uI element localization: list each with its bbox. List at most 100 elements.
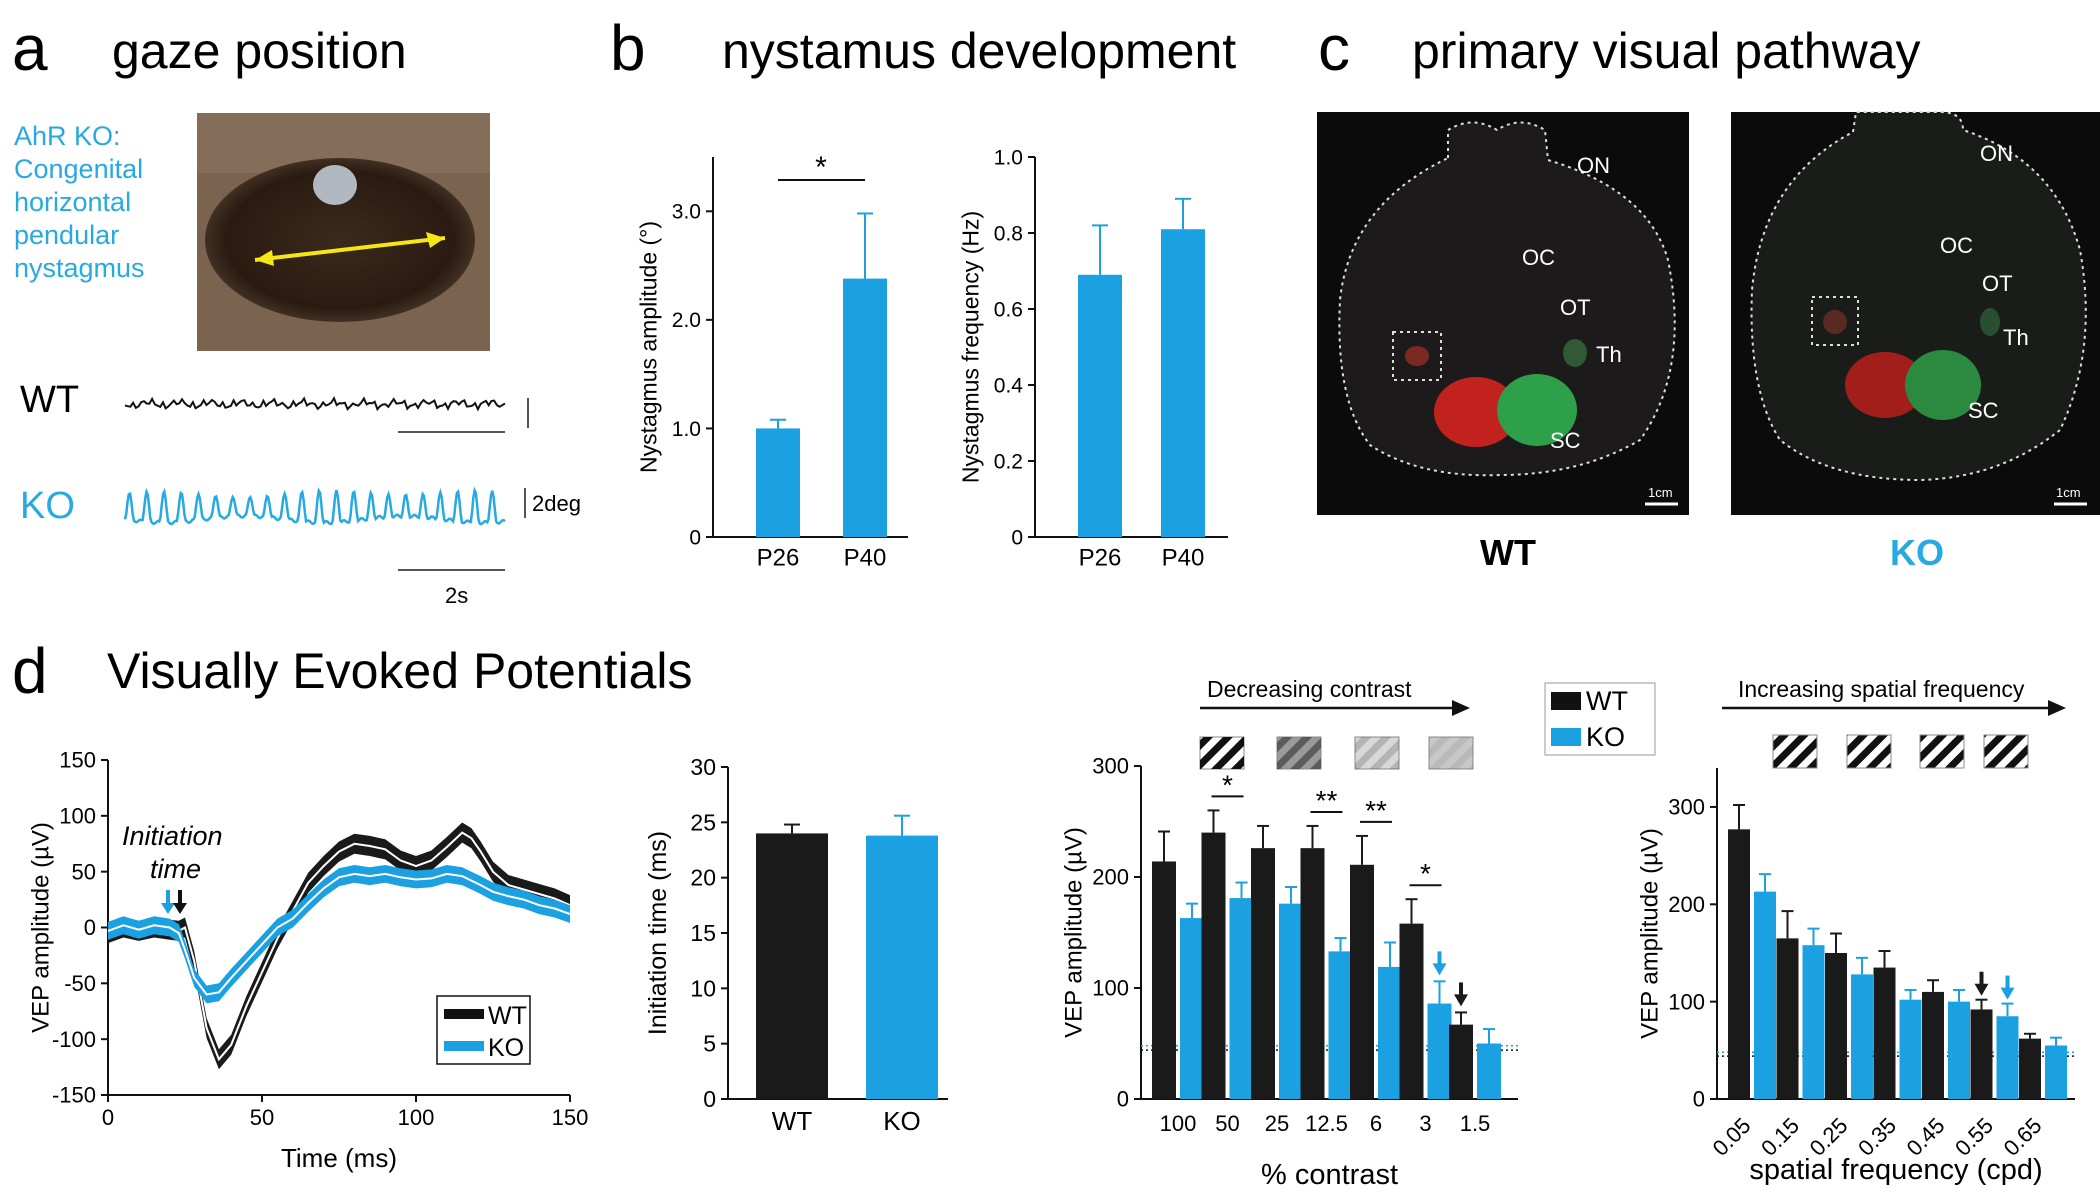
x-tick-label: 6 bbox=[1370, 1111, 1382, 1136]
x-tick-label: P26 bbox=[1079, 544, 1122, 571]
bar-wt bbox=[1449, 1024, 1473, 1099]
y-tick-label: 20 bbox=[690, 865, 716, 891]
brain-image-wt bbox=[1317, 112, 1689, 515]
y-tick-label: 30 bbox=[690, 754, 716, 780]
trace-band-ko bbox=[108, 865, 570, 1004]
bar-wt bbox=[1728, 829, 1750, 1099]
y-axis-label: Initiation time (ms) bbox=[644, 831, 672, 1035]
y-tick-label: 200 bbox=[1092, 865, 1129, 890]
svg-text:Decreasing contrast: Decreasing contrast bbox=[1207, 676, 1412, 702]
svg-text:pendular: pendular bbox=[14, 220, 119, 250]
bar-wt bbox=[1350, 864, 1374, 1099]
svg-text:OC: OC bbox=[1522, 245, 1555, 270]
panel-a-title: gaze position bbox=[112, 23, 407, 79]
y-tick-label: 100 bbox=[1092, 976, 1129, 1001]
vep-legend: WT KO bbox=[436, 995, 531, 1065]
scale-time-label: 2s bbox=[445, 583, 468, 608]
panel-b-letter: b bbox=[610, 12, 646, 84]
panel-b-title: nystamus development bbox=[722, 23, 1236, 79]
initiation-label-1: Initiation bbox=[122, 821, 223, 851]
y-tick-label: 100 bbox=[59, 804, 96, 829]
bar-wt bbox=[1776, 938, 1799, 1099]
brain-image-ko bbox=[1731, 111, 2100, 515]
y-tick-label: -100 bbox=[52, 1027, 96, 1052]
x-tick-label: P40 bbox=[1162, 544, 1205, 571]
y-tick-label: 0 bbox=[1011, 526, 1023, 549]
y-tick-label: 0 bbox=[1117, 1087, 1129, 1112]
svg-text:AhR KO:: AhR KO: bbox=[14, 121, 121, 151]
svg-text:OT: OT bbox=[1982, 271, 2013, 296]
y-tick-label: 300 bbox=[1668, 795, 1705, 820]
scalebar-label-ko: 1cm bbox=[2056, 485, 2081, 500]
bar-p26 bbox=[1078, 274, 1122, 537]
bar-wt bbox=[1152, 861, 1176, 1099]
sf-arrow: Increasing spatial frequency bbox=[1722, 676, 2066, 716]
x-axis-label: % contrast bbox=[1261, 1159, 1398, 1191]
bar-wt bbox=[1970, 1009, 1993, 1099]
y-tick-label: 3.0 bbox=[672, 201, 701, 224]
y-tick-label: -150 bbox=[52, 1083, 96, 1108]
panel-a-letter: a bbox=[12, 12, 48, 84]
y-axis-label: Nystagmus frequency (Hz) bbox=[957, 211, 983, 483]
gaze-trace-wt bbox=[124, 395, 506, 412]
x-tick-label: 50 bbox=[1215, 1111, 1239, 1136]
svg-text:horizontal: horizontal bbox=[14, 187, 131, 217]
y-tick-label: 1.0 bbox=[994, 146, 1023, 169]
trace-mean-ko bbox=[107, 872, 571, 996]
legend-wt: WT bbox=[488, 1002, 527, 1030]
y-tick-label: 0.2 bbox=[994, 450, 1023, 473]
bar-ko bbox=[1477, 1043, 1501, 1099]
bar-ko bbox=[1754, 891, 1776, 1099]
y-tick-label: 15 bbox=[690, 920, 716, 946]
y-tick-label: 150 bbox=[59, 748, 96, 773]
initiation-arrows bbox=[161, 890, 187, 914]
scale-deg-label: 2deg bbox=[532, 491, 581, 516]
ko-annotation: AhR KO: Congenital horizontal pendular n… bbox=[14, 121, 145, 283]
bar-p40 bbox=[1161, 229, 1205, 537]
bar-ko bbox=[2045, 1045, 2067, 1099]
y-tick-label: 0.8 bbox=[994, 222, 1023, 245]
bar-ko bbox=[1279, 903, 1303, 1099]
significance-marker: * bbox=[815, 151, 827, 184]
chart-b2-frequency: 0 0.2 0.4 0.6 0.8 1.0 Nystagmus frequency (Hz)… bbox=[957, 146, 1228, 571]
svg-text:Increasing spatial frequency: Increasing spatial frequency bbox=[1738, 676, 2025, 702]
y-tick-label: 2.0 bbox=[672, 309, 701, 332]
svg-text:ON: ON bbox=[1980, 141, 2013, 166]
brain-labels-wt: ON OC OT Th SC bbox=[1522, 153, 1622, 453]
image-wt-label: WT bbox=[1480, 532, 1536, 573]
trace-ko-label: KO bbox=[20, 485, 75, 527]
bar-legend: WT KO bbox=[1544, 682, 1656, 756]
panel-d-letter: d bbox=[12, 635, 48, 707]
significance-marker: * bbox=[1222, 769, 1233, 800]
bar-p40 bbox=[843, 278, 887, 537]
x-axis-label: spatial frequency (cpd) bbox=[1749, 1154, 2042, 1186]
gaze-trace-ko bbox=[123, 486, 506, 526]
bar-ko bbox=[1851, 974, 1873, 1099]
y-tick-label: 0 bbox=[689, 526, 701, 549]
y-tick-label: 0.6 bbox=[994, 298, 1023, 321]
x-tick-label: 3 bbox=[1419, 1111, 1431, 1136]
legend-ko: KO bbox=[488, 1034, 524, 1062]
initiation-label-2: time bbox=[150, 854, 201, 884]
y-tick-label: 0.4 bbox=[994, 374, 1024, 397]
x-tick-label: WT bbox=[772, 1106, 813, 1136]
chart-d1-vep-trace: -150 -100 -50 0 50 100 150 VEP amplitude (µV) 0 5… bbox=[28, 748, 589, 1173]
significance-marker: ** bbox=[1365, 795, 1387, 826]
bar-wt bbox=[1399, 923, 1424, 1099]
x-tick-label: 1.5 bbox=[1460, 1111, 1491, 1136]
y-tick-label: 0 bbox=[703, 1086, 716, 1112]
x-tick-label: 0 bbox=[102, 1105, 114, 1130]
y-tick-label: 1.0 bbox=[672, 418, 701, 441]
bar-wt bbox=[756, 833, 828, 1099]
svg-text:OT: OT bbox=[1560, 295, 1591, 320]
panel-c-title: primary visual pathway bbox=[1412, 23, 1921, 79]
svg-text:SC: SC bbox=[1550, 428, 1581, 453]
significance-marker: * bbox=[1420, 858, 1431, 889]
sf-gratings bbox=[1772, 734, 2029, 769]
panel-d-title: Visually Evoked Potentials bbox=[107, 643, 693, 699]
svg-text:nystagmus: nystagmus bbox=[14, 253, 145, 283]
trace-mean-wt bbox=[107, 831, 571, 1062]
